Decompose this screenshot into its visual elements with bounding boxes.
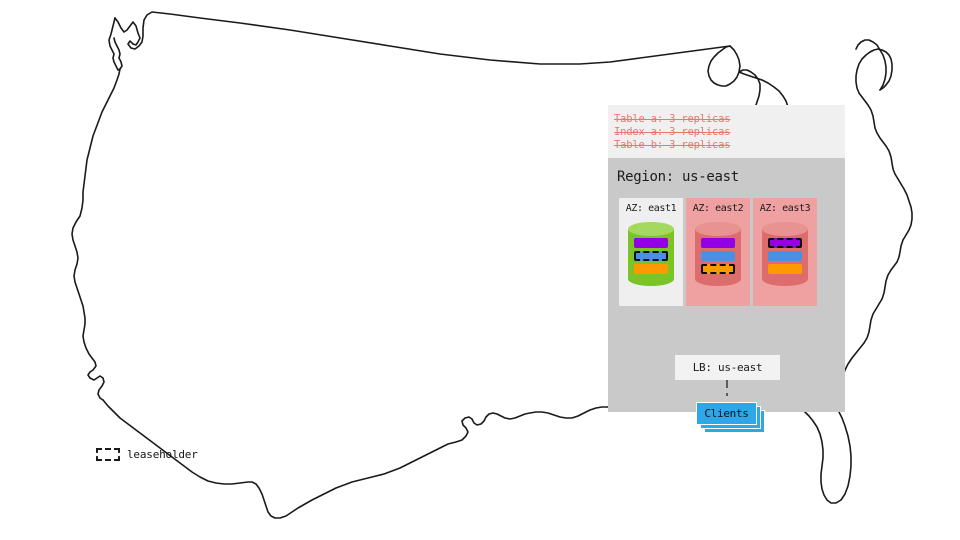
az-label-east2: AZ: east2	[692, 203, 744, 214]
clients-stack[interactable]: Clients	[696, 402, 766, 433]
connector-segment	[726, 393, 728, 396]
range-list-east1	[634, 238, 668, 274]
region-title: Region: us-east	[617, 169, 739, 185]
range-list-east2	[701, 238, 735, 274]
leaseholder-swatch-icon	[96, 448, 120, 461]
range-blue-east3	[768, 251, 802, 261]
node-cylinder-east3	[762, 222, 808, 286]
node-cylinder-east1	[628, 222, 674, 286]
az-label-east1: AZ: east1	[625, 203, 677, 214]
az-box-east1[interactable]: AZ: east1	[619, 198, 683, 306]
availability-zone-row: AZ: east1 AZ: east2	[619, 198, 817, 306]
clients-sheet-front: Clients	[696, 402, 757, 425]
load-balancer-box[interactable]: LB: us-east	[675, 355, 780, 380]
replica-summary-line: Index a: 3 replicas	[614, 126, 731, 138]
cylinder-top	[762, 222, 808, 236]
replica-summary-line: Table a: 3 replicas	[614, 113, 731, 125]
az-label-east3: AZ: east3	[759, 203, 811, 214]
replica-summary-header: Table a: 3 replicas Index a: 3 replicas …	[608, 105, 845, 158]
connector-segment	[726, 380, 728, 388]
load-balancer-label: LB: us-east	[692, 361, 763, 374]
leaseholder-legend: leaseholder	[96, 448, 198, 461]
range-blue-east2	[701, 251, 735, 261]
replica-summary-line: Table b: 3 replicas	[614, 139, 731, 151]
region-panel: Table a: 3 replicas Index a: 3 replicas …	[608, 105, 845, 433]
cylinder-top	[695, 222, 741, 236]
range-blue-east1	[634, 251, 668, 261]
region-body: Region: us-east AZ: east1 AZ:	[608, 158, 845, 433]
leaseholder-legend-label: leaseholder	[127, 448, 198, 461]
range-orange-east2	[701, 264, 735, 274]
clients-label: Clients	[704, 407, 749, 420]
range-purple-east2	[701, 238, 735, 248]
range-orange-east3	[768, 264, 802, 274]
lb-clients-connector	[726, 380, 728, 402]
cylinder-top	[628, 222, 674, 236]
node-cylinder-east2	[695, 222, 741, 286]
range-purple-east3	[768, 238, 802, 248]
az-box-east3[interactable]: AZ: east3	[753, 198, 817, 306]
range-orange-east1	[634, 264, 668, 274]
range-purple-east1	[634, 238, 668, 248]
range-list-east3	[768, 238, 802, 274]
az-box-east2[interactable]: AZ: east2	[686, 198, 750, 306]
